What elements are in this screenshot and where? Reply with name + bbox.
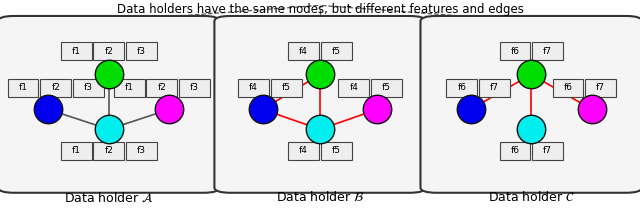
FancyBboxPatch shape [214, 16, 426, 193]
FancyBboxPatch shape [532, 142, 563, 160]
Point [257, 108, 268, 111]
FancyBboxPatch shape [288, 142, 319, 160]
Text: f7: f7 [490, 83, 499, 92]
Point [526, 128, 536, 131]
Text: f5: f5 [332, 146, 341, 155]
FancyBboxPatch shape [126, 142, 157, 160]
Text: f7: f7 [543, 47, 552, 56]
Text: f4: f4 [349, 83, 358, 92]
Text: f1: f1 [19, 83, 28, 92]
FancyBboxPatch shape [61, 42, 92, 60]
FancyBboxPatch shape [371, 79, 402, 97]
FancyBboxPatch shape [420, 16, 640, 193]
FancyBboxPatch shape [179, 79, 210, 97]
FancyBboxPatch shape [288, 42, 319, 60]
Point [315, 73, 325, 76]
Text: f6: f6 [563, 83, 572, 92]
Point [526, 73, 536, 76]
Point [104, 73, 114, 76]
FancyBboxPatch shape [447, 79, 477, 97]
Text: f6: f6 [458, 83, 467, 92]
Text: f3: f3 [137, 146, 146, 155]
FancyBboxPatch shape [552, 79, 583, 97]
Point [164, 108, 175, 111]
FancyBboxPatch shape [73, 79, 104, 97]
Text: f3: f3 [190, 83, 199, 92]
Text: f3: f3 [84, 83, 93, 92]
Text: f2: f2 [104, 47, 113, 56]
Point [587, 108, 597, 111]
Point [465, 108, 476, 111]
Text: f4: f4 [300, 47, 308, 56]
Text: f2: f2 [157, 83, 166, 92]
FancyBboxPatch shape [500, 142, 531, 160]
FancyBboxPatch shape [114, 79, 145, 97]
Text: f6: f6 [510, 146, 520, 155]
FancyBboxPatch shape [532, 42, 563, 60]
Text: f6: f6 [510, 47, 520, 56]
FancyBboxPatch shape [321, 42, 352, 60]
Text: f1: f1 [125, 83, 134, 92]
Text: f7: f7 [543, 146, 552, 155]
Text: f1: f1 [72, 47, 81, 56]
Text: f3: f3 [137, 47, 146, 56]
Text: f2: f2 [51, 83, 60, 92]
Text: f7: f7 [596, 83, 605, 92]
Text: f5: f5 [332, 47, 341, 56]
FancyBboxPatch shape [500, 42, 531, 60]
FancyBboxPatch shape [321, 142, 352, 160]
FancyBboxPatch shape [126, 42, 157, 60]
FancyBboxPatch shape [271, 79, 301, 97]
Text: f1: f1 [72, 146, 81, 155]
Point [315, 128, 325, 131]
FancyBboxPatch shape [61, 142, 92, 160]
FancyBboxPatch shape [147, 79, 177, 97]
Text: f2: f2 [104, 146, 113, 155]
Text: f4: f4 [249, 83, 258, 92]
FancyBboxPatch shape [238, 79, 269, 97]
Point [372, 108, 383, 111]
Point [104, 128, 114, 131]
FancyBboxPatch shape [339, 79, 369, 97]
Text: Data holders have the same nodes, but different features and edges: Data holders have the same nodes, but di… [116, 3, 524, 16]
FancyBboxPatch shape [585, 79, 616, 97]
FancyBboxPatch shape [0, 16, 220, 193]
Text: f5: f5 [282, 83, 291, 92]
Text: Data holder $\mathcal{A}$: Data holder $\mathcal{A}$ [64, 191, 154, 204]
Text: f5: f5 [382, 83, 391, 92]
FancyBboxPatch shape [40, 79, 71, 97]
FancyBboxPatch shape [8, 79, 38, 97]
Point [43, 108, 53, 111]
Text: Data holder $\mathcal{C}$: Data holder $\mathcal{C}$ [488, 190, 575, 204]
FancyBboxPatch shape [479, 79, 510, 97]
FancyBboxPatch shape [93, 142, 124, 160]
Text: f4: f4 [300, 146, 308, 155]
Text: Data holder $\mathcal{B}$: Data holder $\mathcal{B}$ [276, 190, 364, 204]
FancyBboxPatch shape [93, 42, 124, 60]
